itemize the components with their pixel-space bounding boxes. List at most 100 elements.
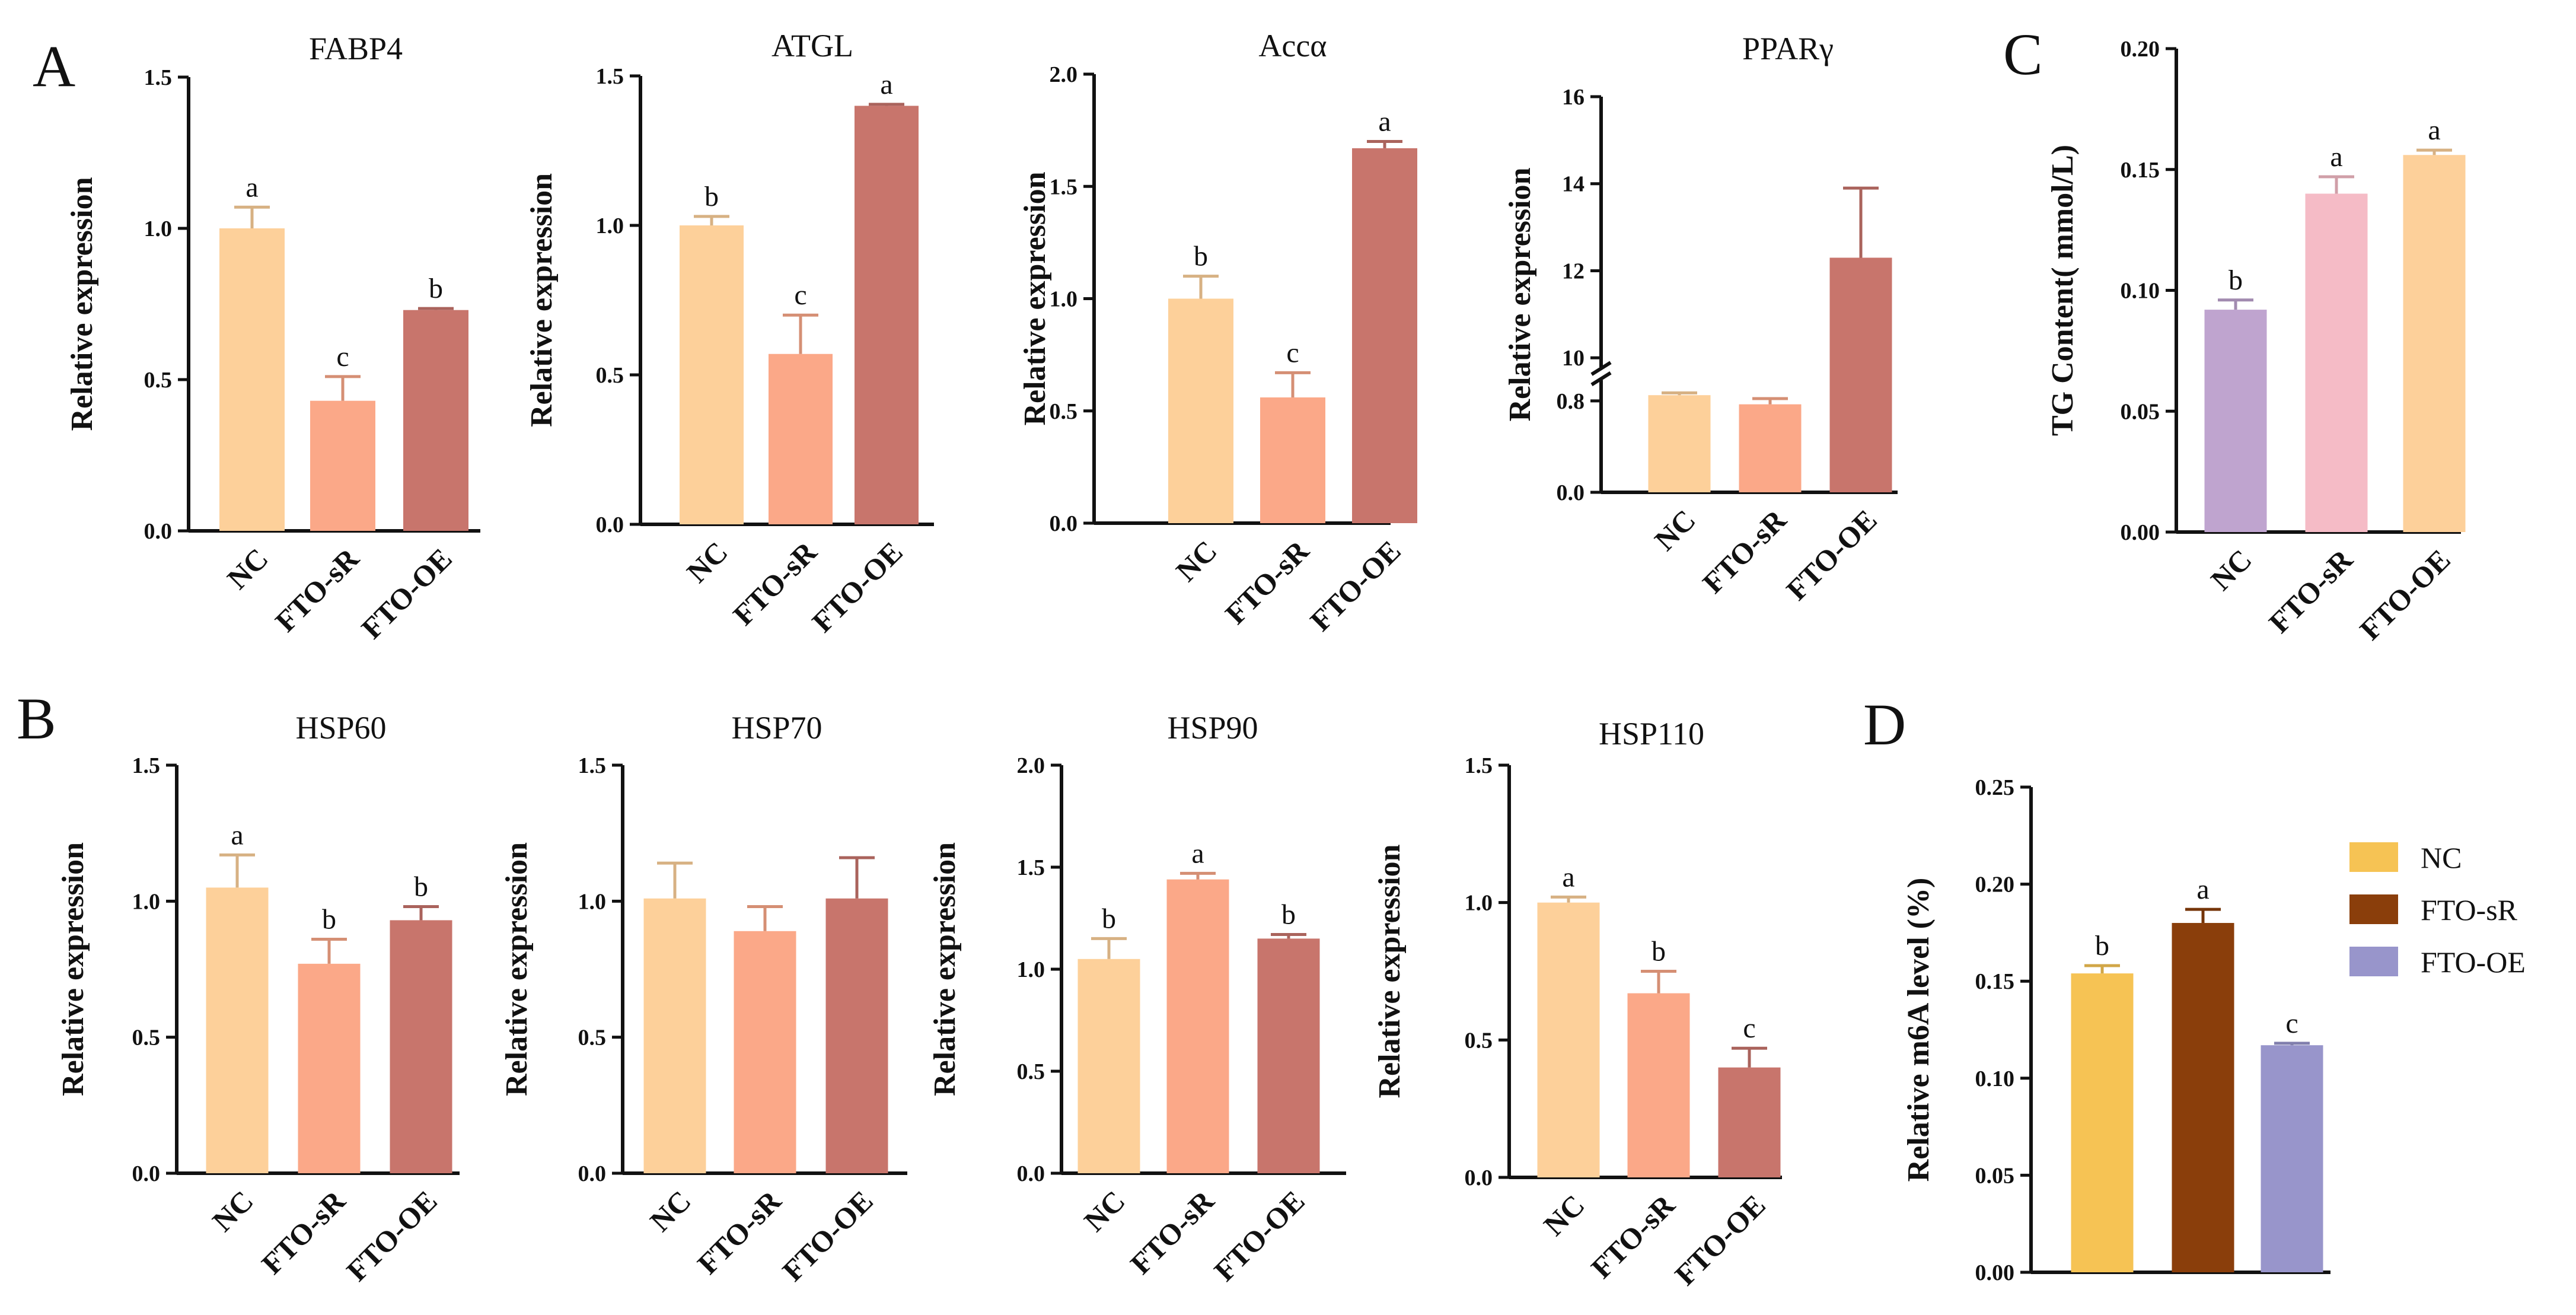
axis-break-mark-lower-pparg [1590, 371, 1612, 387]
y-tick-label-atgl-0: 0.0 [596, 512, 624, 537]
chart-title-atgl: ATGL [771, 28, 853, 63]
panel-label-c: C [2003, 21, 2043, 87]
y-tick-label-atgl-3: 1.5 [596, 64, 624, 89]
y-axis-label-pparg: Relative expression [1503, 167, 1537, 421]
significance-label-hsp110-0: a [1562, 861, 1574, 893]
bar-hsp70-0 [643, 898, 706, 1173]
y-axis-label-hsp70: Relative expression [500, 842, 534, 1096]
chart-title-hsp70: HSP70 [731, 710, 822, 746]
y-tick-label-hsp90-0: 0.0 [1017, 1161, 1045, 1186]
bar-tg-1 [2305, 193, 2368, 532]
bar-pparg-1 [1739, 404, 1802, 492]
significance-label-acca-1: c [1286, 337, 1299, 368]
y-tick-label-hsp90-4: 2.0 [1017, 753, 1045, 778]
y-tick-label-pparg-3: 12 [1562, 259, 1585, 284]
bar-tg-2 [2403, 155, 2466, 532]
bar-pparg-0 [1648, 395, 1711, 492]
y-tick-label-pparg-4: 14 [1562, 172, 1585, 197]
y-tick-label-fabp4-2: 1.0 [144, 216, 173, 241]
significance-label-tg-0: b [2229, 265, 2243, 296]
y-tick-label-pparg-1: 0.8 [1557, 389, 1585, 414]
y-axis-label-fabp4: Relative expression [65, 177, 99, 431]
bar-atgl-0 [680, 225, 744, 524]
y-axis-label-hsp90: Relative expression [928, 842, 962, 1096]
bar-hsp110-1 [1627, 993, 1690, 1177]
y-tick-label-pparg-0: 0.0 [1557, 480, 1585, 505]
bar-hsp90-1 [1166, 879, 1229, 1173]
significance-label-acca-2: a [1378, 106, 1391, 138]
y-tick-label-hsp70-2: 1.0 [578, 889, 607, 914]
legend-swatch-nc [2349, 842, 2398, 872]
bar-atgl-1 [769, 354, 833, 524]
y-tick-label-m6a-2: 0.10 [1975, 1066, 2015, 1091]
significance-label-hsp90-2: b [1281, 899, 1296, 931]
y-tick-label-acca-0: 0.0 [1050, 511, 1078, 536]
y-tick-label-fabp4-1: 0.5 [144, 368, 173, 393]
bar-hsp60-0 [206, 887, 269, 1173]
bar-tg-0 [2204, 310, 2267, 532]
y-tick-label-tg-1: 0.05 [2121, 399, 2160, 424]
y-tick-label-m6a-5: 0.25 [1975, 775, 2015, 800]
bar-atgl-2 [855, 106, 919, 524]
y-axis-label-tg: TG Content( mmol/L) [2046, 145, 2080, 436]
panel-label-d: D [1863, 692, 1906, 757]
significance-label-m6a-2: c [2285, 1008, 2298, 1039]
legend-swatch-fto-oe [2349, 947, 2398, 976]
significance-label-hsp60-1: b [322, 904, 336, 935]
bar-hsp70-2 [825, 898, 888, 1173]
y-tick-label-hsp90-3: 1.5 [1017, 855, 1045, 880]
significance-label-acca-0: b [1194, 241, 1208, 272]
significance-label-m6a-0: b [2095, 930, 2109, 961]
significance-label-atgl-0: b [704, 181, 719, 212]
chart-title-hsp90: HSP90 [1167, 710, 1258, 746]
y-tick-label-atgl-2: 1.0 [596, 214, 624, 238]
axis-break-mark-upper-pparg [1590, 361, 1612, 376]
y-tick-label-atgl-1: 0.5 [596, 363, 624, 388]
y-tick-label-hsp70-1: 0.5 [578, 1026, 607, 1050]
bar-pparg-2-lower [1829, 371, 1892, 492]
y-tick-label-acca-2: 1.0 [1050, 287, 1078, 312]
bar-hsp110-0 [1537, 902, 1600, 1177]
bar-hsp110-2 [1718, 1067, 1781, 1177]
y-tick-label-tg-2: 0.10 [2121, 279, 2160, 304]
chart-title-pparg: PPARγ [1742, 31, 1834, 66]
significance-label-atgl-2: a [880, 69, 892, 100]
y-axis-label-acca: Relative expression [1018, 171, 1052, 425]
y-tick-label-tg-4: 0.20 [2121, 37, 2160, 62]
significance-label-hsp90-1: a [1191, 838, 1204, 869]
bar-m6a-0 [2071, 973, 2134, 1272]
panel-label-a: A [33, 33, 75, 99]
y-tick-label-tg-0: 0.00 [2121, 520, 2160, 545]
chart-title-acca: Accα [1258, 28, 1327, 63]
y-tick-label-hsp60-1: 0.5 [132, 1026, 161, 1050]
y-tick-label-hsp60-0: 0.0 [132, 1161, 161, 1186]
panel-label-b: B [17, 686, 56, 752]
bar-fabp4-0 [219, 228, 285, 531]
significance-label-fabp4-1: c [336, 341, 349, 372]
y-axis-label-hsp60: Relative expression [56, 842, 90, 1096]
y-tick-label-m6a-4: 0.20 [1975, 873, 2015, 897]
y-tick-label-acca-4: 2.0 [1050, 62, 1078, 87]
y-tick-label-pparg-2: 10 [1562, 346, 1585, 371]
bar-acca-0 [1168, 298, 1233, 523]
significance-label-fabp4-2: b [429, 273, 443, 304]
bar-m6a-2 [2261, 1045, 2323, 1272]
chart-m6a: Relative m6A level (%) 0.00 0.05 0.10 0.15 0.… [1902, 775, 2330, 1285]
y-axis-label-atgl: Relative expression [525, 173, 559, 427]
y-tick-label-acca-1: 0.5 [1050, 399, 1078, 424]
bar-pparg-2 [1829, 257, 1892, 375]
bar-hsp90-0 [1077, 959, 1140, 1173]
y-axis-label-m6a: Relative m6A level (%) [1902, 878, 1936, 1182]
significance-label-hsp60-0: a [231, 819, 243, 851]
legend-label-nc: NC [2421, 841, 2462, 874]
bar-hsp60-2 [390, 920, 452, 1173]
y-tick-label-hsp60-3: 1.5 [132, 753, 161, 778]
chart-title-fabp4: FABP4 [309, 31, 403, 66]
y-tick-label-hsp110-3: 1.5 [1465, 753, 1493, 778]
significance-label-m6a-1: a [2196, 874, 2209, 905]
bar-m6a-1 [2172, 923, 2234, 1272]
y-tick-label-hsp110-2: 1.0 [1465, 891, 1493, 916]
